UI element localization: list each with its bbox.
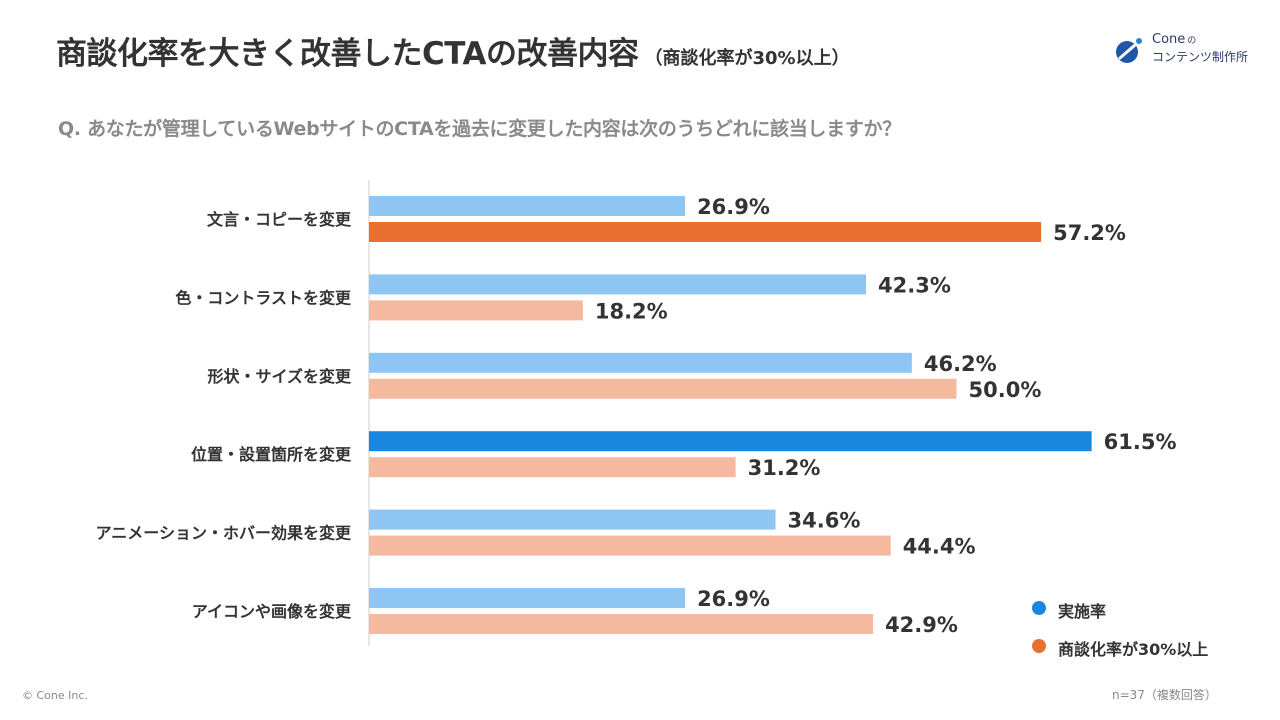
legend-dot-series2	[1032, 639, 1046, 653]
logo-brand: Cone の	[1152, 32, 1197, 47]
data-label: 50.0%	[969, 378, 1042, 402]
cone-logo: Cone の コンテンツ制作所	[1114, 32, 1264, 68]
data-label: 26.9%	[697, 587, 770, 611]
data-label: 42.3%	[878, 273, 951, 297]
bar-series1	[369, 352, 912, 373]
bar-series1	[369, 196, 686, 216]
data-label: 61.5%	[1104, 430, 1177, 454]
legend-dot-series1	[1032, 601, 1046, 615]
data-label: 46.2%	[924, 352, 997, 376]
cone-logo-icon	[1116, 38, 1142, 63]
data-label: 57.2%	[1053, 221, 1126, 245]
legend-label-series2: 商談化率が30%以上	[1058, 640, 1209, 659]
bar-series1	[369, 588, 686, 608]
sample-note: n=37（複数回答）	[1112, 688, 1217, 702]
data-label: 42.9%	[885, 613, 958, 637]
page-title: 商談化率を大きく改善したCTAの改善内容 （商談化率が30%以上）	[56, 28, 850, 73]
bar-series2	[369, 222, 1042, 242]
category-label: 形状・サイズを変更	[207, 367, 352, 386]
data-label: 44.4%	[903, 535, 976, 559]
data-label: 18.2%	[595, 299, 668, 323]
data-label: 26.9%	[697, 195, 770, 219]
bar-series2	[369, 457, 736, 478]
title-main: 商談化率を大きく改善したCTAの改善内容	[56, 36, 639, 72]
copyright: © Cone Inc.	[22, 689, 88, 702]
category-label: 色・コントラストを変更	[175, 288, 352, 307]
category-label: 文言・コピーを変更	[207, 210, 352, 229]
bar-series2	[369, 614, 874, 634]
data-label: 31.2%	[748, 456, 821, 480]
data-label: 34.6%	[788, 509, 861, 533]
logo-tagline: コンテンツ制作所	[1152, 50, 1249, 64]
category-label: 位置・設置箇所を変更	[191, 445, 352, 464]
category-label: アニメーション・ホバー効果を変更	[96, 524, 352, 543]
bar-series1	[369, 274, 867, 295]
category-label: アイコンや画像を変更	[192, 602, 352, 621]
bar-series1	[369, 509, 776, 530]
bar-series1	[369, 431, 1092, 452]
legend-label-series1: 実施率	[1058, 602, 1107, 621]
bar-series2	[369, 300, 583, 321]
title-subtitle: （商談化率が30%以上）	[644, 48, 850, 69]
survey-question: Q. あなたが管理しているWebサイトのCTAを過去に変更した内容は次のうちどれ…	[58, 118, 901, 140]
bar-series2	[369, 535, 891, 556]
bar-series2	[369, 378, 957, 399]
